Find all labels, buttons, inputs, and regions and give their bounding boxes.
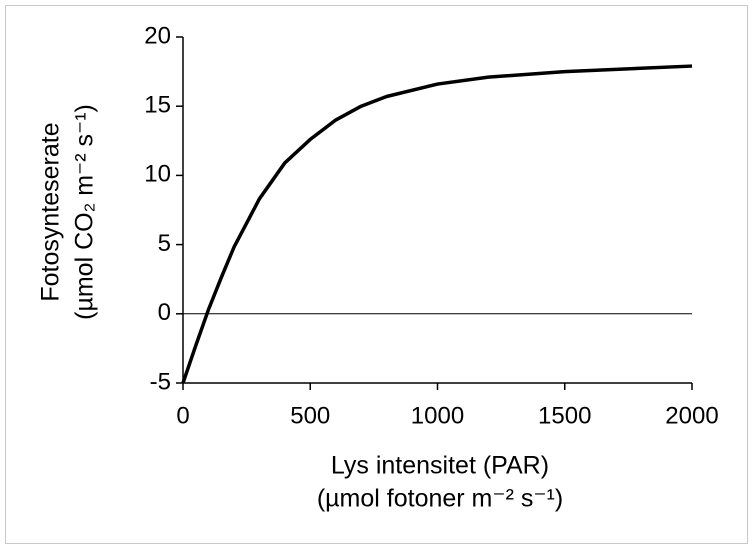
x-tick-label: 2000 xyxy=(665,402,718,429)
x-axis-label: (µmol fotoner m⁻² s⁻¹) xyxy=(317,485,563,513)
y-axis-label: Fotosynteserate xyxy=(37,122,65,301)
x-tick-label: 0 xyxy=(176,402,189,429)
y-tick-label: 15 xyxy=(144,92,171,119)
y-tick-label: 5 xyxy=(158,230,171,257)
y-tick-label: 10 xyxy=(144,161,171,188)
x-tick-label: 1500 xyxy=(538,402,591,429)
x-tick-label: 1000 xyxy=(411,402,464,429)
x-axis-label: Lys intensitet (PAR) xyxy=(331,452,549,480)
y-tick-label: 0 xyxy=(158,299,171,326)
y-tick-label: -5 xyxy=(150,368,171,395)
data-line xyxy=(181,64,693,384)
y-axis-label: (µmol CO₂ m⁻² s⁻¹) xyxy=(71,104,99,320)
y-tick-label: 20 xyxy=(144,22,171,49)
frame xyxy=(5,5,748,544)
x-tick-label: 500 xyxy=(290,402,330,429)
